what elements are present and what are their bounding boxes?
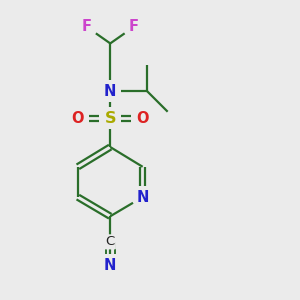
Text: N: N	[104, 258, 116, 273]
Text: O: O	[72, 111, 84, 126]
Text: S: S	[104, 111, 116, 126]
Text: F: F	[82, 20, 92, 34]
Text: F: F	[129, 20, 139, 34]
Text: C: C	[106, 236, 115, 248]
Text: N: N	[136, 190, 149, 205]
Text: N: N	[104, 84, 116, 99]
Text: O: O	[136, 111, 149, 126]
